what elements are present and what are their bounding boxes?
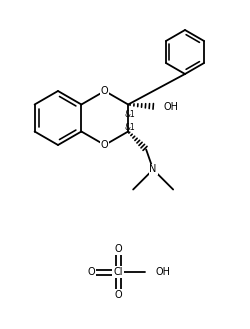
Text: OH: OH <box>163 102 178 112</box>
Text: &1: &1 <box>124 110 135 119</box>
Text: Cl: Cl <box>113 267 123 277</box>
Text: &1: &1 <box>124 123 135 132</box>
Text: O: O <box>101 86 108 96</box>
Text: N: N <box>150 164 157 174</box>
Text: O: O <box>87 267 95 277</box>
Text: OH: OH <box>155 267 170 277</box>
Text: O: O <box>114 244 122 254</box>
Text: O: O <box>114 290 122 300</box>
Text: O: O <box>101 140 108 150</box>
